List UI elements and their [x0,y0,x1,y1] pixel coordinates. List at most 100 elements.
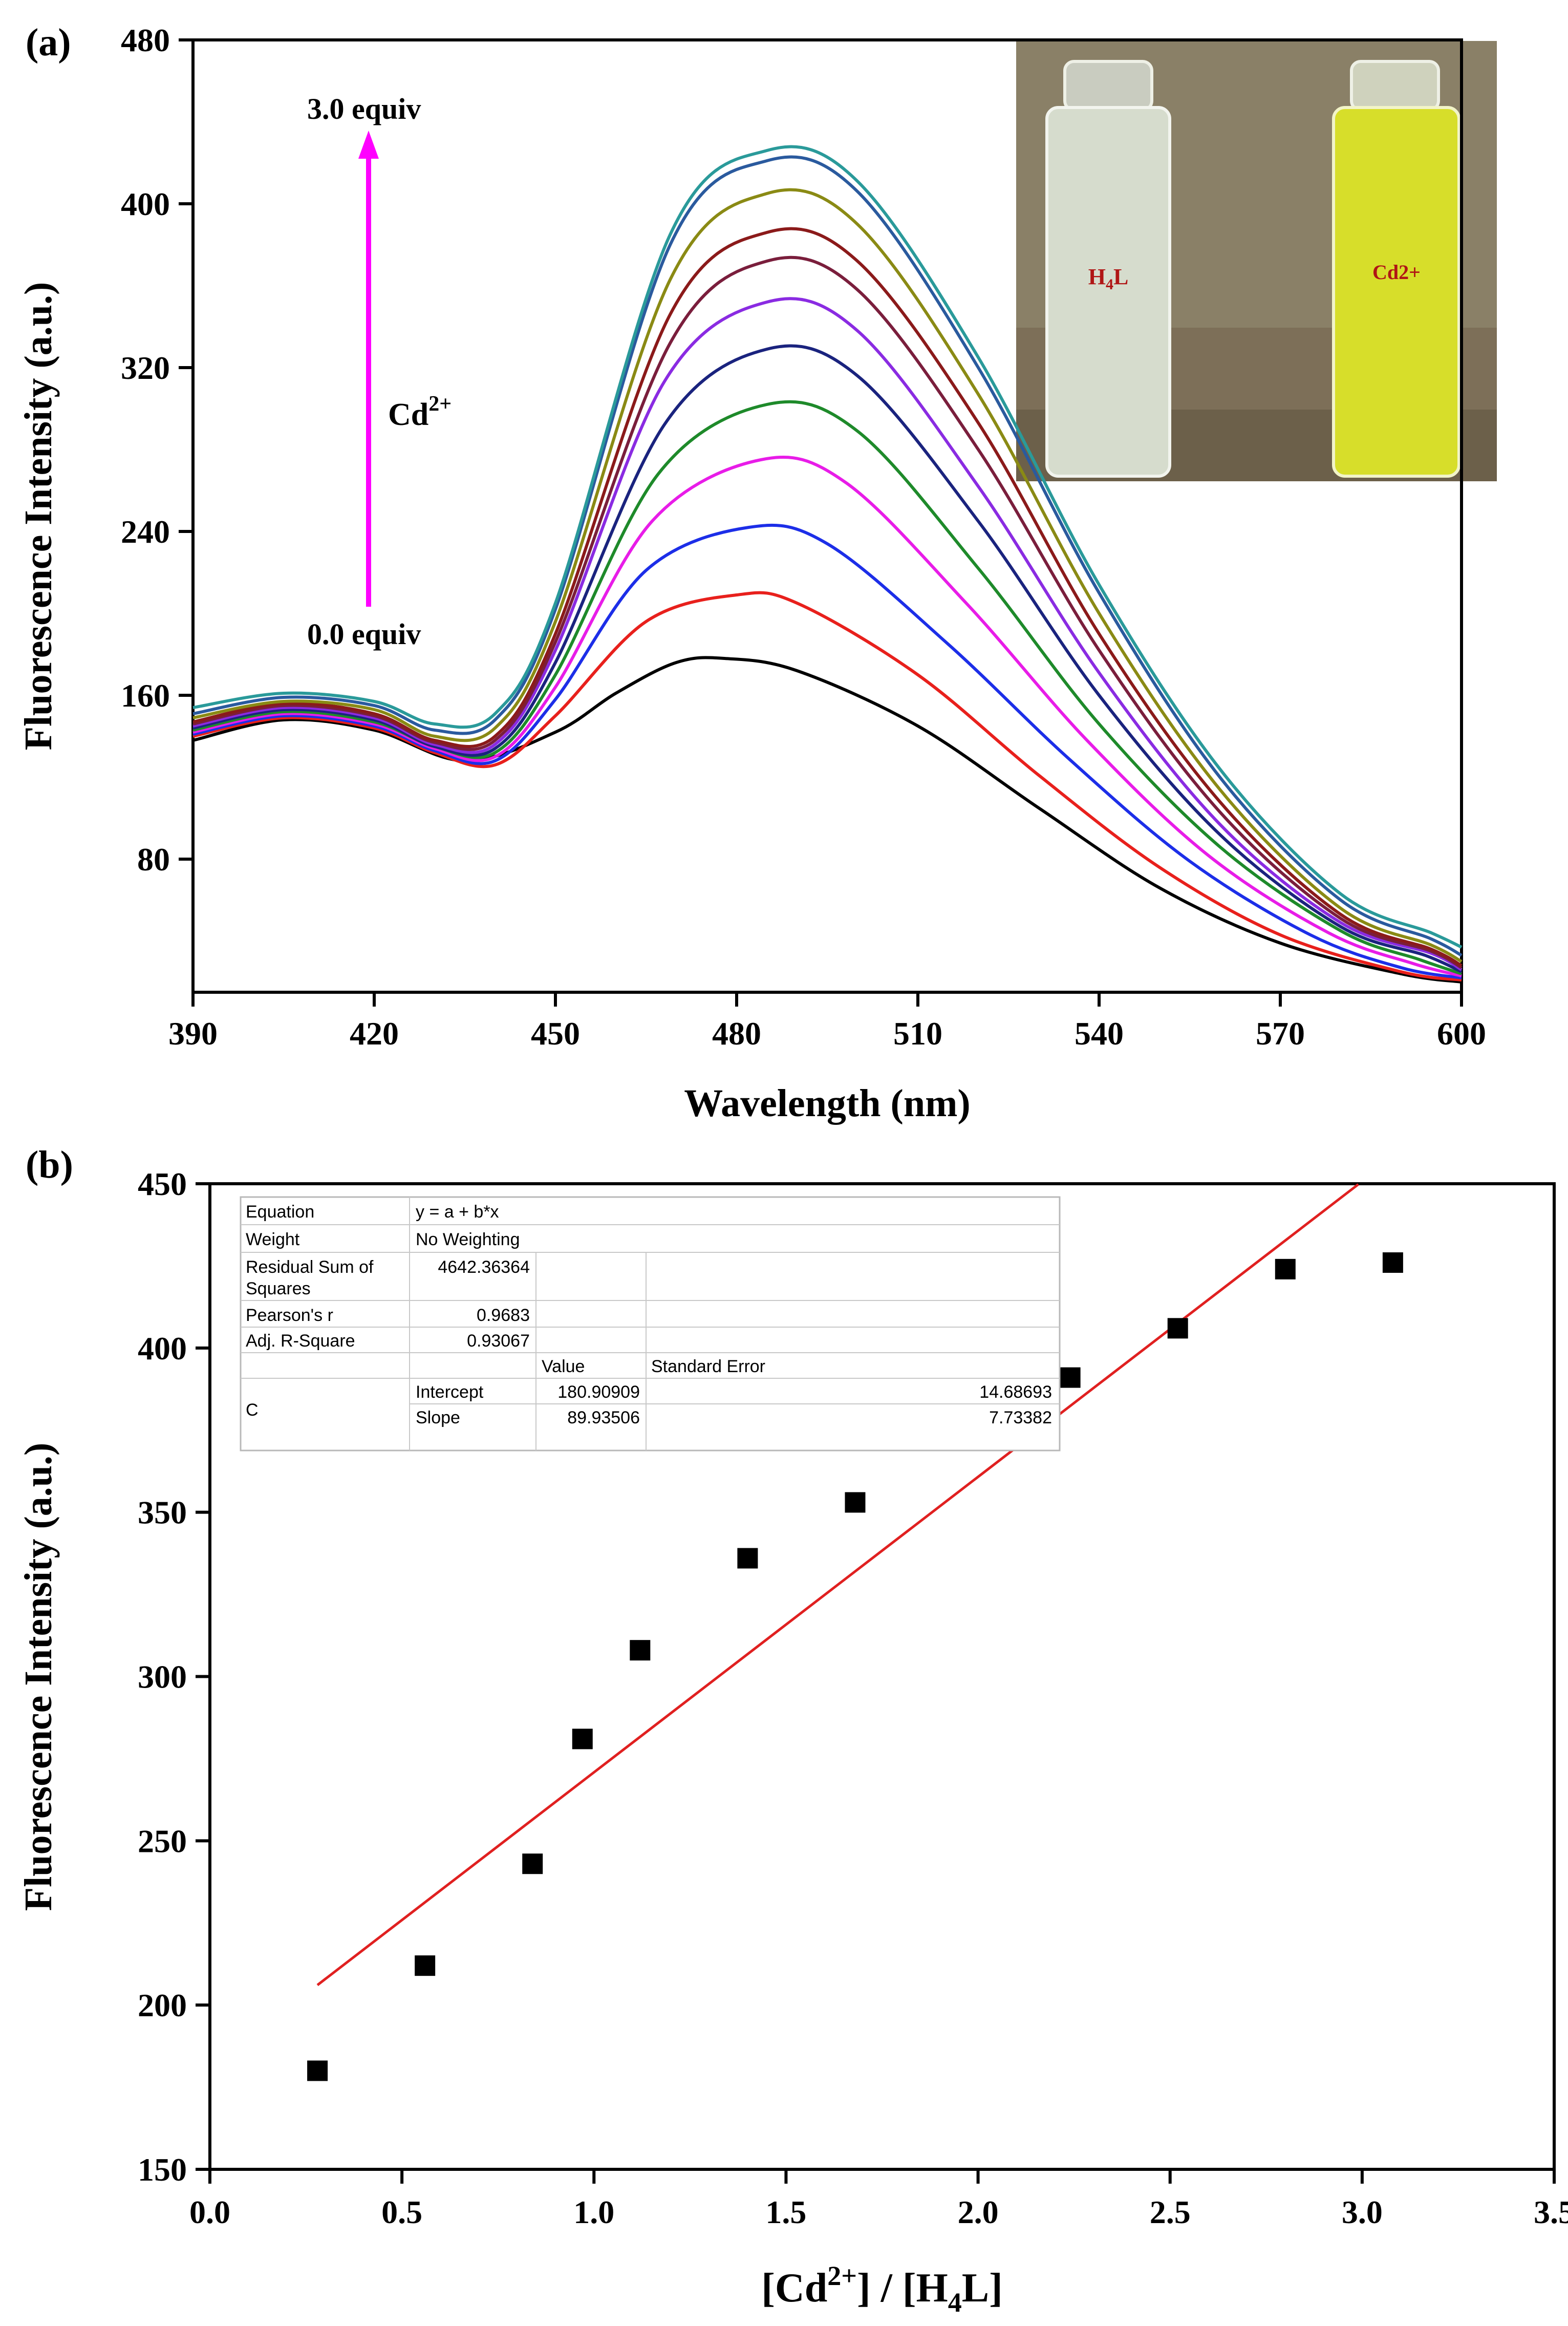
fit-slope-error: 7.73382 [989,1408,1052,1427]
panel-b-x-tick-label: 3.0 [1342,2194,1383,2230]
panel-a-x-tick-label: 540 [1075,1015,1124,1052]
right-vial-neck [1350,60,1440,112]
panel-b-x-tick-label: 1.0 [573,2194,614,2230]
fit-intercept-value: 180.90909 [557,1382,640,1402]
spectrum-curve-5 [192,344,1463,973]
panel-b-y-tick-label: 200 [138,1987,187,2023]
panel-a-y-tick-label: 240 [121,514,170,550]
spectrum-curve-0 [192,656,1462,984]
spectrum-curve-4 [192,400,1462,975]
left-vial: H4L [1045,60,1171,478]
panel-a-x-tick-label: 570 [1256,1015,1305,1052]
panel-a-y-tick-label: 80 [137,841,170,878]
panel-b-label: (b) [26,1143,73,1186]
panel-b-x-axis-title: [Cd2+] / [H4L] [761,2260,1002,2318]
fit-equation-value: y = a + b*x [416,1202,499,1222]
fit-table-grid [241,1197,1060,1450]
panel-a-x-ticks: 390 420 450 480 510 540 570 600 [168,992,1486,1052]
spectrum-curve-10 [192,155,1463,957]
right-vial-label: Cd2+ [1372,261,1421,284]
panel-b: (b) 0.0 0.5 1.0 1.5 2.0 2.5 3.0 3.5 150 200 250 30… [17,1143,1568,2318]
top-equiv-label: 3.0 equiv [307,92,421,125]
panel-a-x-tick-label: 480 [712,1015,761,1052]
panel-b-x-tick-label: 2.0 [958,2194,999,2230]
fit-slope-value: 89.93506 [567,1408,640,1427]
panel-b-y-tick-label: 450 [138,1166,187,1202]
spectrum-curve-2 [192,523,1462,979]
left-vial-label: H4L [1088,264,1129,293]
data-point-8 [1060,1367,1081,1388]
fit-rss-label-line1: Residual Sum of [246,1257,374,1277]
fit-weight-value: No Weighting [416,1230,520,1249]
panel-a-x-tick-label: 390 [168,1015,218,1052]
panel-b-x-tick-label: 2.5 [1150,2194,1191,2230]
panel-b-y-tick-label: 350 [138,1495,187,1531]
fit-pearson-label: Pearson's r [246,1306,333,1325]
panel-a-curves [192,145,1463,984]
spectrum-curve-1 [192,591,1462,981]
fit-adjr-value: 0.93067 [467,1331,530,1351]
panel-b-x-tick-label: 1.5 [765,2194,806,2230]
data-point-6 [845,1492,866,1513]
fit-rss-value: 4642.36364 [438,1257,530,1277]
inset-photo: H4L Cd2+ [1016,41,1497,481]
fit-group-label: C [246,1400,259,1420]
right-vial: Cd2+ [1332,60,1460,478]
panel-a-y-tick-label: 400 [121,186,170,222]
panel-a-y-tick-label: 320 [121,350,170,386]
fit-adjr-label: Adj. R-Square [246,1331,355,1351]
spectrum-curve-3 [192,456,1462,977]
titration-arrow [358,131,379,607]
panel-b-y-tick-label: 300 [138,1659,187,1695]
panel-b-y-ticks: 150 200 250 300 350 400 450 [138,1166,210,2188]
panel-a: (a) H4L Cd2+ 390 420 450 480 510 540 570 600 80… [17,21,1497,1125]
panel-a-x-tick-label: 420 [350,1015,399,1052]
fit-intercept-label: Intercept [416,1382,484,1402]
right-vial-body [1332,106,1460,478]
data-point-3 [572,1729,593,1749]
spectrum-curve-9 [192,188,1463,963]
panel-a-x-tick-label: 450 [531,1015,580,1052]
left-vial-neck [1063,60,1153,112]
panel-a-x-tick-label: 510 [893,1015,942,1052]
linear-fit-line [316,1183,1359,1987]
panel-a-label: (a) [26,21,71,64]
panel-a-x-axis-title: Wavelength (nm) [684,1082,970,1125]
panel-b-y-tick-label: 400 [138,1330,187,1367]
data-point-0 [307,2060,328,2081]
fit-slope-label: Slope [416,1408,460,1427]
ion-label: Cd2+ [388,392,452,432]
panel-a-y-axis-title: Fluorescence Intensity (a.u.) [17,282,60,751]
panel-b-x-tick-label: 3.5 [1534,2194,1568,2230]
spectrum-curve-7 [192,255,1463,969]
titration-arrow-head [358,131,379,159]
data-point-10 [1275,1258,1296,1279]
fit-intercept-error: 14.68693 [979,1382,1052,1402]
data-point-5 [737,1548,758,1569]
panel-b-y-axis-title: Fluorescence Intensity (a.u.) [17,1443,60,1911]
bottom-equiv-label: 0.0 equiv [307,617,421,651]
fit-table-background [240,1196,1061,1452]
data-point-2 [522,1853,543,1874]
panel-a-y-tick-label: 160 [121,677,170,714]
fit-value-header: Value [542,1357,585,1376]
panel-b-x-tick-label: 0.5 [381,2194,422,2230]
left-vial-body [1045,106,1171,478]
data-point-4 [630,1640,651,1661]
spectrum-curve-8 [192,227,1463,967]
fit-statistics-table: Equation y = a + b*x Weight No Weighting… [240,1196,1061,1452]
spectrum-curve-11 [192,145,1463,949]
spectrum-curve-6 [192,297,1463,971]
panel-b-y-tick-label: 150 [138,2151,187,2188]
data-point-9 [1167,1318,1188,1339]
fit-stderr-header: Standard Error [651,1357,765,1376]
fit-rss-label-line2: Squares [246,1279,311,1298]
fit-equation-label: Equation [246,1202,314,1222]
data-point-11 [1382,1252,1403,1273]
panel-a-axes-frame [191,38,1463,994]
panel-b-y-tick-label: 250 [138,1823,187,1859]
fit-weight-label: Weight [246,1230,300,1249]
fit-pearson-value: 0.9683 [477,1306,530,1325]
panel-a-x-tick-label: 600 [1437,1015,1486,1052]
